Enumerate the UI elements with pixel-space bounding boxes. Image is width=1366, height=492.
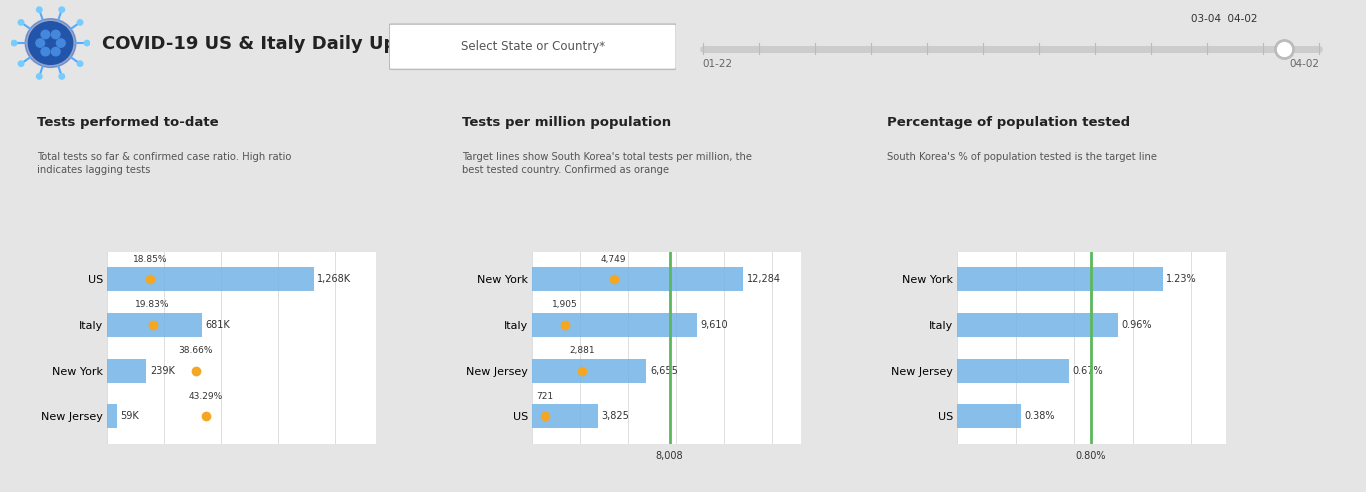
Text: 681K: 681K [205,320,231,330]
Circle shape [59,7,64,12]
Text: 8,008: 8,008 [656,451,683,461]
Circle shape [29,22,72,64]
Circle shape [25,19,76,67]
Text: 9,610: 9,610 [701,320,728,330]
Circle shape [18,61,23,66]
Text: Total tests so far & confirmed case ratio. High ratio
indicates lagging tests: Total tests so far & confirmed case rati… [37,152,291,175]
Circle shape [37,74,42,79]
Bar [533,404,598,428]
Bar [533,313,697,337]
Bar [958,313,1117,337]
Bar [533,268,743,291]
Circle shape [78,61,83,66]
Circle shape [85,40,90,46]
Text: 03-04  04-02: 03-04 04-02 [1191,14,1257,24]
Bar [958,404,1020,428]
Text: 0.67%: 0.67% [1072,366,1104,376]
Circle shape [18,20,23,25]
Bar [533,359,646,383]
Text: Tests performed to-date: Tests performed to-date [37,116,219,129]
Text: 38.66%: 38.66% [179,346,213,355]
Text: 01-22: 01-22 [702,60,732,69]
Text: 721: 721 [535,392,553,401]
Text: 12,284: 12,284 [747,275,780,284]
Text: 43.29%: 43.29% [189,392,223,401]
Text: 0.38%: 0.38% [1024,411,1055,421]
Bar [108,268,314,291]
Text: South Korea's % of population tested is the target line: South Korea's % of population tested is … [887,152,1157,162]
Text: 4,749: 4,749 [601,255,627,264]
Text: 3,825: 3,825 [601,411,630,421]
Text: 239K: 239K [150,366,175,376]
Circle shape [56,39,66,47]
Circle shape [78,20,83,25]
Circle shape [11,40,16,46]
Bar [108,313,202,337]
Text: 18.85%: 18.85% [133,255,168,264]
Bar [108,404,117,428]
Text: 59K: 59K [120,411,139,421]
Text: 1,905: 1,905 [552,301,578,309]
FancyBboxPatch shape [389,24,676,69]
Circle shape [52,47,60,56]
Circle shape [41,31,49,39]
Text: 0.96%: 0.96% [1121,320,1152,330]
Bar [108,359,146,383]
Text: Percentage of population tested: Percentage of population tested [887,116,1130,129]
Text: Tests per million population: Tests per million population [462,116,671,129]
Circle shape [59,74,64,79]
Text: 0.80%: 0.80% [1075,451,1106,461]
Text: 6,655: 6,655 [650,366,678,376]
Text: 19.83%: 19.83% [135,301,169,309]
Text: 1,268K: 1,268K [317,275,351,284]
Circle shape [52,31,60,39]
Text: Select State or Country*: Select State or Country* [460,40,605,53]
Text: 2,881: 2,881 [568,346,594,355]
Text: 1.23%: 1.23% [1167,275,1197,284]
Bar [958,268,1162,291]
Circle shape [41,47,49,56]
Text: COVID-19 US & Italy Daily Update: COVID-19 US & Italy Daily Update [102,35,443,53]
Bar [958,359,1070,383]
Circle shape [37,7,42,12]
Text: 04-02: 04-02 [1290,60,1320,69]
Text: Target lines show South Korea's total tests per million, the
best tested country: Target lines show South Korea's total te… [462,152,751,175]
Circle shape [36,39,45,47]
